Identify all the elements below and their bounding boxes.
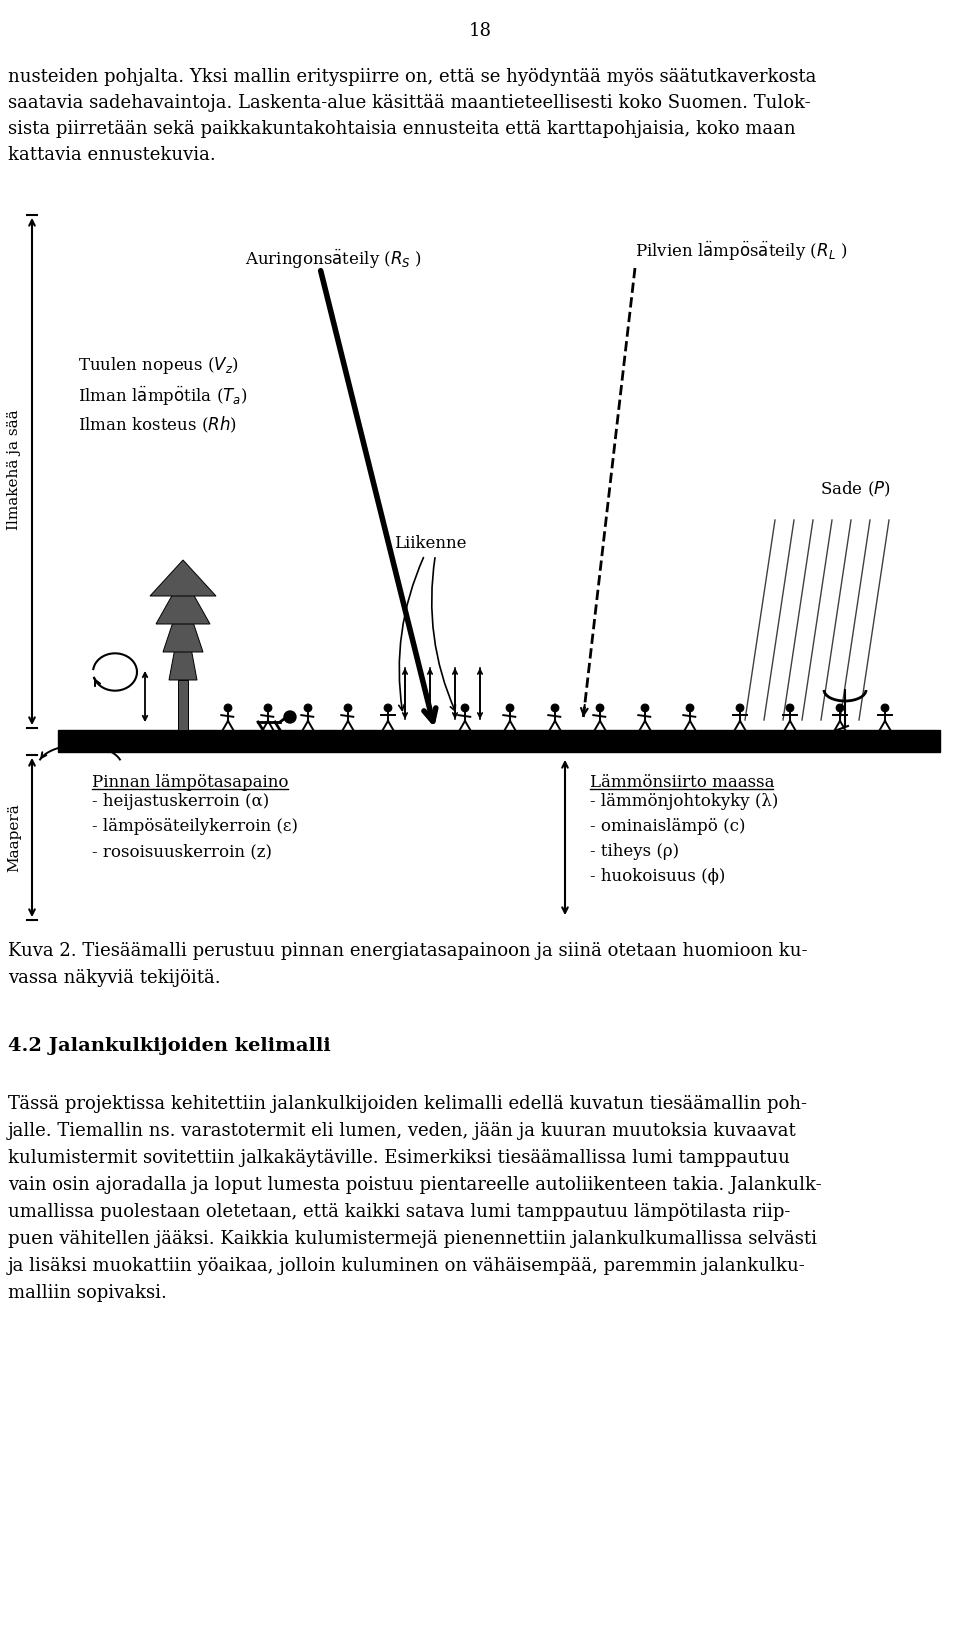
Text: Tässä projektissa kehitettiin jalankulkijoiden kelimalli edellä kuvatun tiesääma: Tässä projektissa kehitettiin jalankulki…	[8, 1095, 807, 1113]
Circle shape	[506, 704, 514, 712]
Circle shape	[345, 704, 351, 712]
Text: Maaperä: Maaperä	[7, 803, 21, 872]
Text: Ilmakehä ja sää: Ilmakehä ja sää	[7, 409, 21, 531]
Text: Kuva 2. Tiesäämalli perustuu pinnan energiatasapainoon ja siinä otetaan huomioon: Kuva 2. Tiesäämalli perustuu pinnan ener…	[8, 942, 807, 959]
Text: - heijastuskerroin (α): - heijastuskerroin (α)	[92, 793, 269, 810]
Circle shape	[881, 704, 889, 712]
Text: Pilvien l$\ddot{\mathrm{a}}$mp$\ddot{\mathrm{o}}$s$\ddot{\mathrm{a}}$teily ($R_L: Pilvien l$\ddot{\mathrm{a}}$mp$\ddot{\ma…	[635, 239, 848, 264]
Text: Pinnan lämpötasapaino: Pinnan lämpötasapaino	[92, 774, 289, 792]
Text: - ominaislämpö (c): - ominaislämpö (c)	[590, 818, 746, 836]
Text: Sade ($P$): Sade ($P$)	[820, 481, 891, 498]
Circle shape	[461, 704, 468, 712]
Circle shape	[736, 704, 744, 712]
Text: - lämmönjohtokyky (λ): - lämmönjohtokyky (λ)	[590, 793, 779, 810]
Text: Ilman l$\ddot{\mathrm{a}}$mp$\ddot{\mathrm{o}}$tila ($T_a$): Ilman l$\ddot{\mathrm{a}}$mp$\ddot{\math…	[78, 384, 248, 409]
Text: Auringons$\ddot{\mathrm{a}}$teily ($R_S$ ): Auringons$\ddot{\mathrm{a}}$teily ($R_S$…	[245, 248, 422, 270]
Polygon shape	[150, 560, 216, 596]
Circle shape	[641, 704, 649, 712]
Polygon shape	[156, 577, 210, 624]
Circle shape	[551, 704, 559, 712]
Text: 18: 18	[468, 23, 492, 41]
Text: vain osin ajoradalla ja loput lumesta poistuu pientareelle autoliikenteen takia.: vain osin ajoradalla ja loput lumesta po…	[8, 1176, 822, 1194]
Circle shape	[284, 710, 296, 723]
Circle shape	[264, 704, 272, 712]
Circle shape	[304, 704, 312, 712]
Text: 4.2 Jalankulkijoiden kelimalli: 4.2 Jalankulkijoiden kelimalli	[8, 1038, 331, 1056]
Polygon shape	[169, 604, 197, 679]
Text: kulumistermit sovitettiin jalkakäytäville. Esimerkiksi tiesäämallissa lumi tampp: kulumistermit sovitettiin jalkakäytävill…	[8, 1148, 790, 1166]
Text: Liikenne: Liikenne	[394, 534, 467, 552]
Text: - huokoisuus (ϕ): - huokoisuus (ϕ)	[590, 868, 726, 885]
Text: kattavia ennustekuvia.: kattavia ennustekuvia.	[8, 147, 216, 165]
Bar	[178, 679, 188, 730]
Text: saatavia sadehavaintoja. Laskenta-alue käsittää maantieteellisesti koko Suomen. : saatavia sadehavaintoja. Laskenta-alue k…	[8, 94, 810, 112]
Text: - tiheys (ρ): - tiheys (ρ)	[590, 842, 679, 860]
Text: vassa näkyviä tekijöitä.: vassa näkyviä tekijöitä.	[8, 969, 221, 987]
Circle shape	[596, 704, 604, 712]
Text: - lämpösäteilykerroin (ε): - lämpösäteilykerroin (ε)	[92, 818, 298, 836]
Circle shape	[836, 704, 844, 712]
Circle shape	[384, 704, 392, 712]
Circle shape	[786, 704, 794, 712]
Text: Tuulen nopeus ($V_z$): Tuulen nopeus ($V_z$)	[78, 355, 239, 376]
Polygon shape	[163, 591, 203, 652]
Text: nusteiden pohjalta. Yksi mallin erityspiirre on, että se hyödyntää myös säätutka: nusteiden pohjalta. Yksi mallin erityspi…	[8, 68, 816, 86]
Text: sista piirretään sekä paikkakuntakohtaisia ennusteita että karttapohjaisia, koko: sista piirretään sekä paikkakuntakohtais…	[8, 121, 796, 138]
Text: Ilman kosteus ($Rh$): Ilman kosteus ($Rh$)	[78, 415, 237, 435]
Text: Lämmönsiirto maassa: Lämmönsiirto maassa	[590, 774, 775, 792]
Text: - rosoisuuskerroin (z): - rosoisuuskerroin (z)	[92, 842, 272, 860]
Text: umallissa puolestaan oletetaan, että kaikki satava lumi tamppautuu lämpötilasta : umallissa puolestaan oletetaan, että kai…	[8, 1202, 790, 1222]
Text: puen vähitellen jääksi. Kaikkia kulumistermejä pienennettiin jalankulkumallissa : puen vähitellen jääksi. Kaikkia kulumist…	[8, 1230, 817, 1248]
Text: ja lisäksi muokattiin yöaikaa, jolloin kuluminen on vähäisempää, paremmin jalank: ja lisäksi muokattiin yöaikaa, jolloin k…	[8, 1258, 805, 1276]
Circle shape	[686, 704, 694, 712]
Circle shape	[224, 704, 232, 712]
Text: jalle. Tiemallin ns. varastotermit eli lumen, veden, jään ja kuuran muutoksia ku: jalle. Tiemallin ns. varastotermit eli l…	[8, 1122, 797, 1140]
Text: malliin sopivaksi.: malliin sopivaksi.	[8, 1284, 167, 1302]
Bar	[58, 730, 940, 753]
